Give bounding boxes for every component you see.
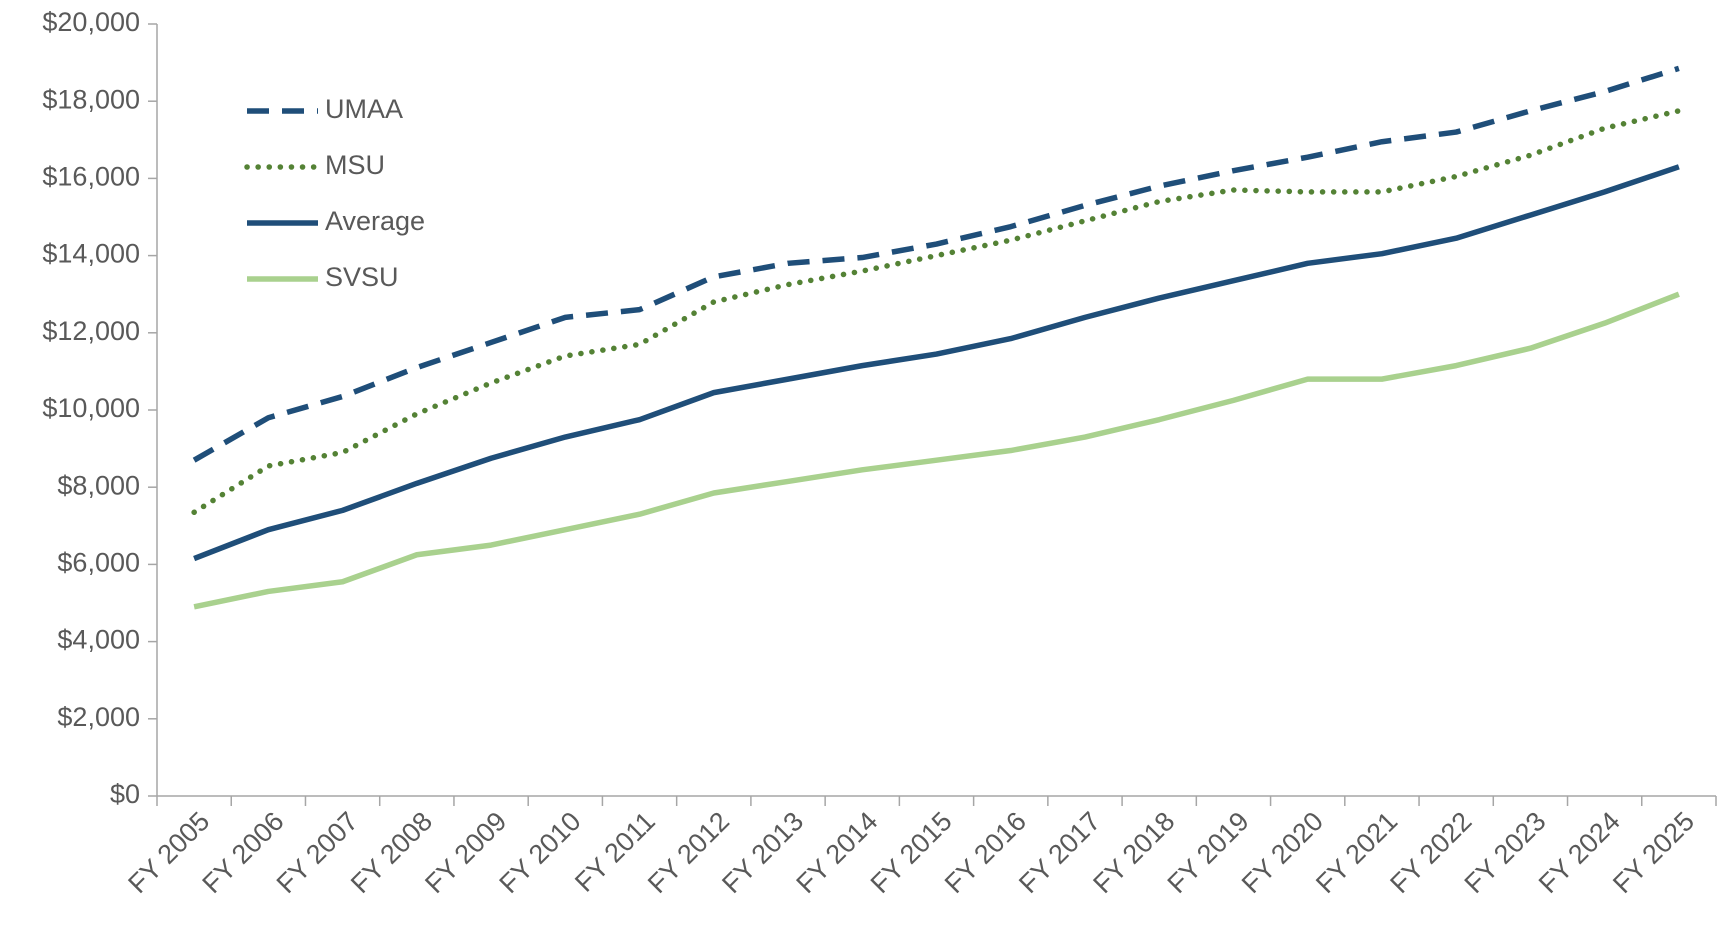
y-tick-label: $12,000	[42, 316, 140, 346]
series-line	[193, 164, 1680, 562]
x-tick-label: FY 2006	[197, 806, 290, 899]
x-tick-label: FY 2009	[419, 806, 512, 899]
series-line	[193, 291, 1680, 610]
x-tick-label: FY 2005	[122, 806, 215, 899]
x-tick-label: FY 2013	[716, 806, 809, 899]
x-tick-label: FY 2015	[865, 806, 958, 899]
series-line	[191, 108, 1682, 516]
x-tick-label: FY 2010	[494, 806, 587, 899]
x-tick-label: FY 2021	[1310, 806, 1403, 899]
x-tick-label: FY 2018	[1087, 806, 1180, 899]
y-tick-label: $10,000	[42, 393, 140, 423]
y-tick-label: $16,000	[42, 162, 140, 192]
legend-label: Average	[325, 206, 425, 236]
x-tick-label: FY 2020	[1236, 806, 1329, 899]
x-tick-label: FY 2008	[345, 806, 438, 899]
x-tick-label: FY 2024	[1533, 806, 1626, 899]
x-tick-label: FY 2017	[1013, 806, 1106, 899]
series-line	[192, 65, 1680, 463]
y-tick-label: $8,000	[57, 470, 140, 500]
y-tick-label: $20,000	[42, 7, 140, 37]
legend-label: UMAA	[325, 94, 403, 124]
x-tick-label: FY 2022	[1384, 806, 1477, 899]
legend-label: MSU	[325, 150, 385, 180]
y-tick-label: $6,000	[57, 548, 140, 578]
x-tick-label: FY 2016	[939, 806, 1032, 899]
x-tick-label: FY 2023	[1459, 806, 1552, 899]
y-tick-label: $4,000	[57, 625, 140, 655]
x-tick-label: FY 2014	[790, 806, 883, 899]
x-tick-label: FY 2025	[1607, 806, 1700, 899]
y-tick-label: $0	[110, 779, 140, 809]
y-tick-label: $14,000	[42, 239, 140, 269]
y-tick-label: $2,000	[57, 702, 140, 732]
y-tick-label: $18,000	[42, 84, 140, 114]
x-tick-label: FY 2019	[1162, 806, 1255, 899]
x-tick-label: FY 2007	[271, 806, 364, 899]
x-tick-label: FY 2012	[642, 806, 735, 899]
legend-label: SVSU	[325, 262, 399, 292]
